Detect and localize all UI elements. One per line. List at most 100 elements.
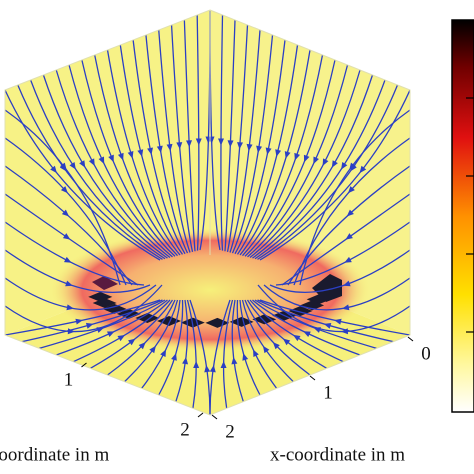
streamline <box>5 299 161 336</box>
streamline <box>220 14 224 251</box>
arrowhead <box>128 338 136 346</box>
arrowhead <box>193 361 200 369</box>
streamline <box>21 299 163 343</box>
streamline <box>249 299 344 363</box>
arrowhead <box>253 349 259 358</box>
arrowhead <box>341 162 348 170</box>
arrowhead <box>88 158 95 166</box>
arrowhead <box>160 349 166 358</box>
streamline <box>252 299 361 356</box>
arrowhead <box>147 147 153 155</box>
arrowhead <box>292 334 301 342</box>
arrowhead <box>218 138 225 146</box>
arrowhead <box>59 162 67 170</box>
arrowhead <box>343 280 351 287</box>
arrowhead <box>237 142 244 150</box>
streamline <box>141 299 181 389</box>
arrowhead <box>61 209 70 217</box>
arrowhead <box>313 156 319 165</box>
x-tick-label: 1 <box>323 382 333 403</box>
streamlines <box>5 10 410 415</box>
colorbar-ticks <box>466 97 474 333</box>
streamline <box>175 299 189 402</box>
arrowhead <box>331 160 338 168</box>
streamline <box>241 299 294 383</box>
arrowhead <box>323 322 332 329</box>
arrowhead <box>284 151 291 159</box>
streamline <box>196 14 200 251</box>
arrowhead <box>303 331 311 337</box>
streamline <box>231 34 274 254</box>
streamline <box>189 299 211 415</box>
arrowhead <box>171 353 177 361</box>
arrowhead <box>347 186 355 194</box>
streamline <box>186 299 197 409</box>
arrowhead <box>98 156 105 165</box>
arrowhead <box>127 151 134 159</box>
streamline <box>119 44 184 255</box>
y-tick <box>197 412 204 418</box>
plot-box <box>4 9 411 416</box>
streamline <box>132 39 186 255</box>
streamline <box>5 277 157 311</box>
arrowhead <box>359 165 367 174</box>
arrowhead <box>344 256 352 263</box>
arrowhead <box>149 345 156 354</box>
arrowhead <box>341 304 350 311</box>
streamline <box>5 284 163 333</box>
streamline <box>259 89 410 261</box>
streamline <box>5 109 121 286</box>
streamline <box>229 29 261 253</box>
arrowhead <box>137 149 144 157</box>
streamline <box>42 74 168 259</box>
arrowhead <box>313 327 322 333</box>
streamline <box>55 69 171 259</box>
streamline <box>106 49 181 256</box>
colorbar <box>451 19 474 413</box>
streamline <box>224 19 236 252</box>
arrowhead <box>117 334 126 342</box>
source-square <box>312 274 342 302</box>
arrowhead <box>346 209 354 217</box>
streamline <box>5 221 145 286</box>
source-square <box>88 291 113 302</box>
arrowhead <box>69 162 76 170</box>
arrowhead <box>195 138 202 146</box>
source-square <box>92 276 118 290</box>
streamline <box>56 299 168 356</box>
streamline <box>239 49 311 256</box>
streamline <box>242 54 324 257</box>
streamline <box>254 79 386 260</box>
arrowhead <box>79 160 86 168</box>
arrowhead <box>62 233 71 240</box>
arrowhead <box>60 186 68 194</box>
x-tick-label: 0 <box>421 343 431 364</box>
streamline <box>170 24 194 253</box>
streamline <box>244 59 336 257</box>
streamline <box>107 299 176 376</box>
y-tick <box>81 362 87 368</box>
source-square <box>252 314 277 325</box>
streamline <box>5 165 133 286</box>
arrowhead <box>275 149 282 157</box>
streamline <box>183 19 196 252</box>
arrowhead <box>64 256 72 263</box>
arrowhead <box>334 318 342 325</box>
arrowhead <box>322 158 329 166</box>
arrowhead <box>117 152 124 161</box>
streamline <box>287 165 410 286</box>
arrowhead <box>220 361 227 369</box>
streamline <box>158 29 191 253</box>
streamline <box>73 299 171 363</box>
streamline <box>275 221 410 286</box>
streamline <box>236 299 261 396</box>
streamline <box>5 89 161 261</box>
streamline <box>263 277 410 311</box>
heat-region <box>50 228 370 352</box>
arrowhead <box>166 143 173 152</box>
y-tick-label: 2 <box>180 419 190 440</box>
x-tick <box>407 336 414 342</box>
arrowhead <box>204 365 211 373</box>
streamline <box>158 299 184 396</box>
arrowhead <box>108 154 114 163</box>
